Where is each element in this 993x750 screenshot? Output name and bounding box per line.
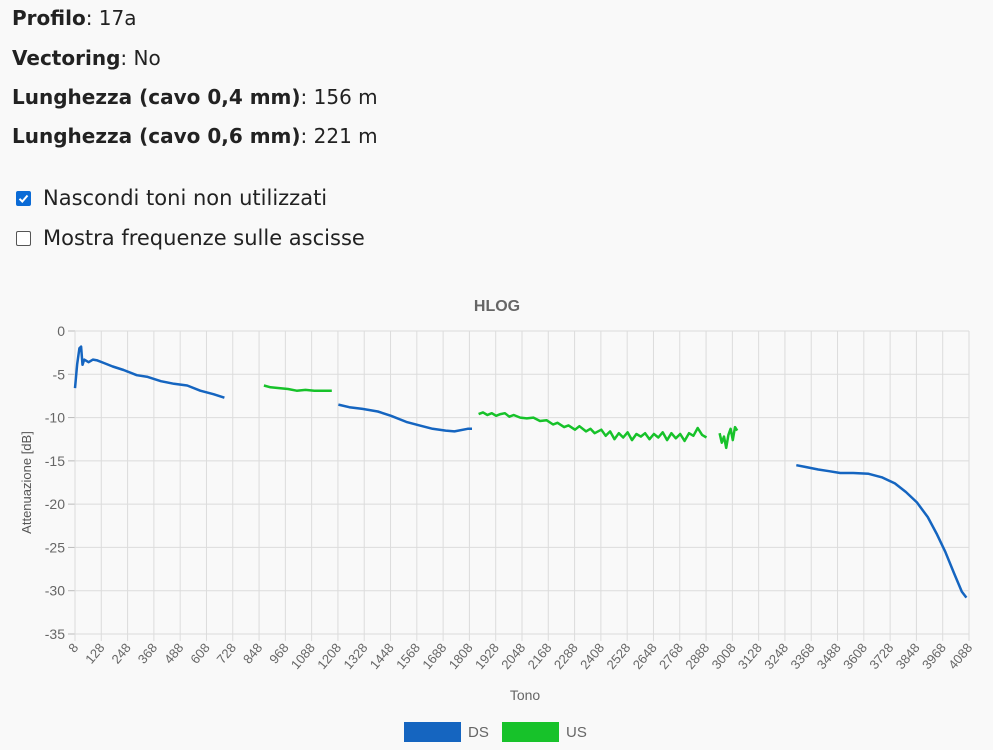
- x-tick-label: 368: [135, 640, 160, 666]
- line-ds: [796, 463, 968, 599]
- y-tick-label: -15: [45, 453, 65, 469]
- x-tick-label: 2168: [525, 640, 555, 672]
- x-tick-label: 3008: [709, 640, 739, 672]
- x-tick-label: 1928: [472, 640, 502, 672]
- line-us: [718, 425, 739, 450]
- x-tick-label: 2768: [656, 640, 686, 672]
- x-tick-label: 248: [108, 640, 133, 666]
- info-lunghezza-04: Lunghezza (cavo 0,4 mm): 156 m: [12, 85, 378, 109]
- show-frequencies-label: Mostra frequenze sulle ascisse: [43, 226, 365, 250]
- y-tick-label: -10: [45, 410, 65, 426]
- line-ds: [338, 403, 472, 433]
- x-tick-label: 848: [240, 640, 265, 666]
- legend-swatch-us: [502, 722, 559, 742]
- x-tick-label: 3128: [735, 640, 765, 672]
- x-tick-label: 8: [65, 640, 81, 655]
- vectoring-value: No: [133, 46, 161, 70]
- x-tick-label: 3488: [814, 640, 844, 672]
- x-tick-label: 1088: [288, 640, 318, 672]
- hide-unused-option[interactable]: Nascondi toni non utilizzati: [16, 186, 327, 210]
- profilo-value: 17a: [98, 6, 137, 30]
- line-us: [263, 384, 332, 392]
- y-tick-label: -20: [45, 496, 65, 512]
- y-tick-label: -5: [53, 366, 66, 382]
- x-axis-ticks: 8 128 248 368 488 608 728 848 968108812081328144…: [65, 640, 975, 672]
- y-tick-label: -30: [45, 583, 65, 599]
- info-profilo: Profilo: 17a: [12, 6, 137, 30]
- lunghezza-06-value: 221 m: [313, 124, 378, 148]
- x-tick-label: 1688: [419, 640, 449, 672]
- x-tick-label: 3848: [893, 640, 923, 672]
- x-tick-label: 1328: [340, 640, 370, 672]
- chart-grid: [68, 330, 970, 641]
- chart-title: HLOG: [474, 298, 520, 315]
- vectoring-label: Vectoring: [12, 46, 121, 70]
- show-frequencies-option[interactable]: Mostra frequenze sulle ascisse: [16, 226, 365, 250]
- x-tick-label: 3968: [919, 640, 949, 672]
- line-ds: [73, 345, 225, 399]
- x-axis-label: Tono: [510, 687, 541, 703]
- legend-label-us: US: [566, 724, 587, 741]
- lunghezza-04-label: Lunghezza (cavo 0,4 mm): [12, 85, 301, 109]
- x-tick-label: 1448: [367, 640, 397, 672]
- x-tick-label: 3728: [866, 640, 896, 672]
- profilo-label: Profilo: [12, 6, 86, 30]
- info-lunghezza-06: Lunghezza (cavo 0,6 mm): 221 m: [12, 124, 378, 148]
- lunghezza-04-value: 156 m: [313, 85, 378, 109]
- x-tick-label: 2648: [630, 640, 660, 672]
- y-axis-ticks: 0 -5 -10 -15 -20 -25 -30 -35: [45, 323, 65, 642]
- x-tick-label: 3608: [840, 640, 870, 672]
- x-tick-label: 3368: [787, 640, 817, 672]
- x-tick-label: 2288: [551, 640, 581, 672]
- hide-unused-checkbox[interactable]: [16, 190, 31, 206]
- x-tick-label: 3248: [761, 640, 791, 672]
- x-tick-label: 608: [187, 640, 212, 666]
- legend-label-ds: DS: [468, 724, 489, 741]
- checkmark-icon: [18, 194, 29, 203]
- x-tick-label: 2528: [603, 640, 633, 672]
- x-tick-label: 728: [214, 640, 239, 666]
- legend-swatch-ds: [404, 722, 461, 742]
- hlog-chart: HLOG 0 -5 -10 -15 -20 -25 -30 -35 8 128 248 368 488…: [19, 298, 975, 742]
- y-tick-label: 0: [57, 323, 65, 339]
- x-tick-label: 1808: [446, 640, 476, 672]
- y-axis-label: Attenuazione [dB]: [19, 431, 34, 534]
- chart-legend: DS US: [404, 722, 587, 742]
- x-tick-label: 1568: [393, 640, 423, 672]
- info-vectoring: Vectoring: No: [12, 46, 161, 70]
- y-tick-label: -35: [45, 626, 65, 642]
- x-tick-label: 128: [82, 640, 107, 666]
- x-tick-label: 488: [161, 640, 186, 666]
- chart-lines: [73, 345, 968, 599]
- line-us: [478, 411, 708, 443]
- hide-unused-label: Nascondi toni non utilizzati: [43, 186, 328, 210]
- x-tick-label: 4088: [945, 640, 975, 672]
- x-tick-label: 2048: [498, 640, 528, 672]
- lunghezza-06-label: Lunghezza (cavo 0,6 mm): [12, 124, 301, 148]
- x-tick-label: 2888: [682, 640, 712, 672]
- show-frequencies-checkbox[interactable]: [16, 230, 31, 246]
- y-tick-label: -25: [45, 539, 65, 555]
- x-tick-label: 2408: [577, 640, 607, 672]
- x-tick-label: 1208: [314, 640, 344, 672]
